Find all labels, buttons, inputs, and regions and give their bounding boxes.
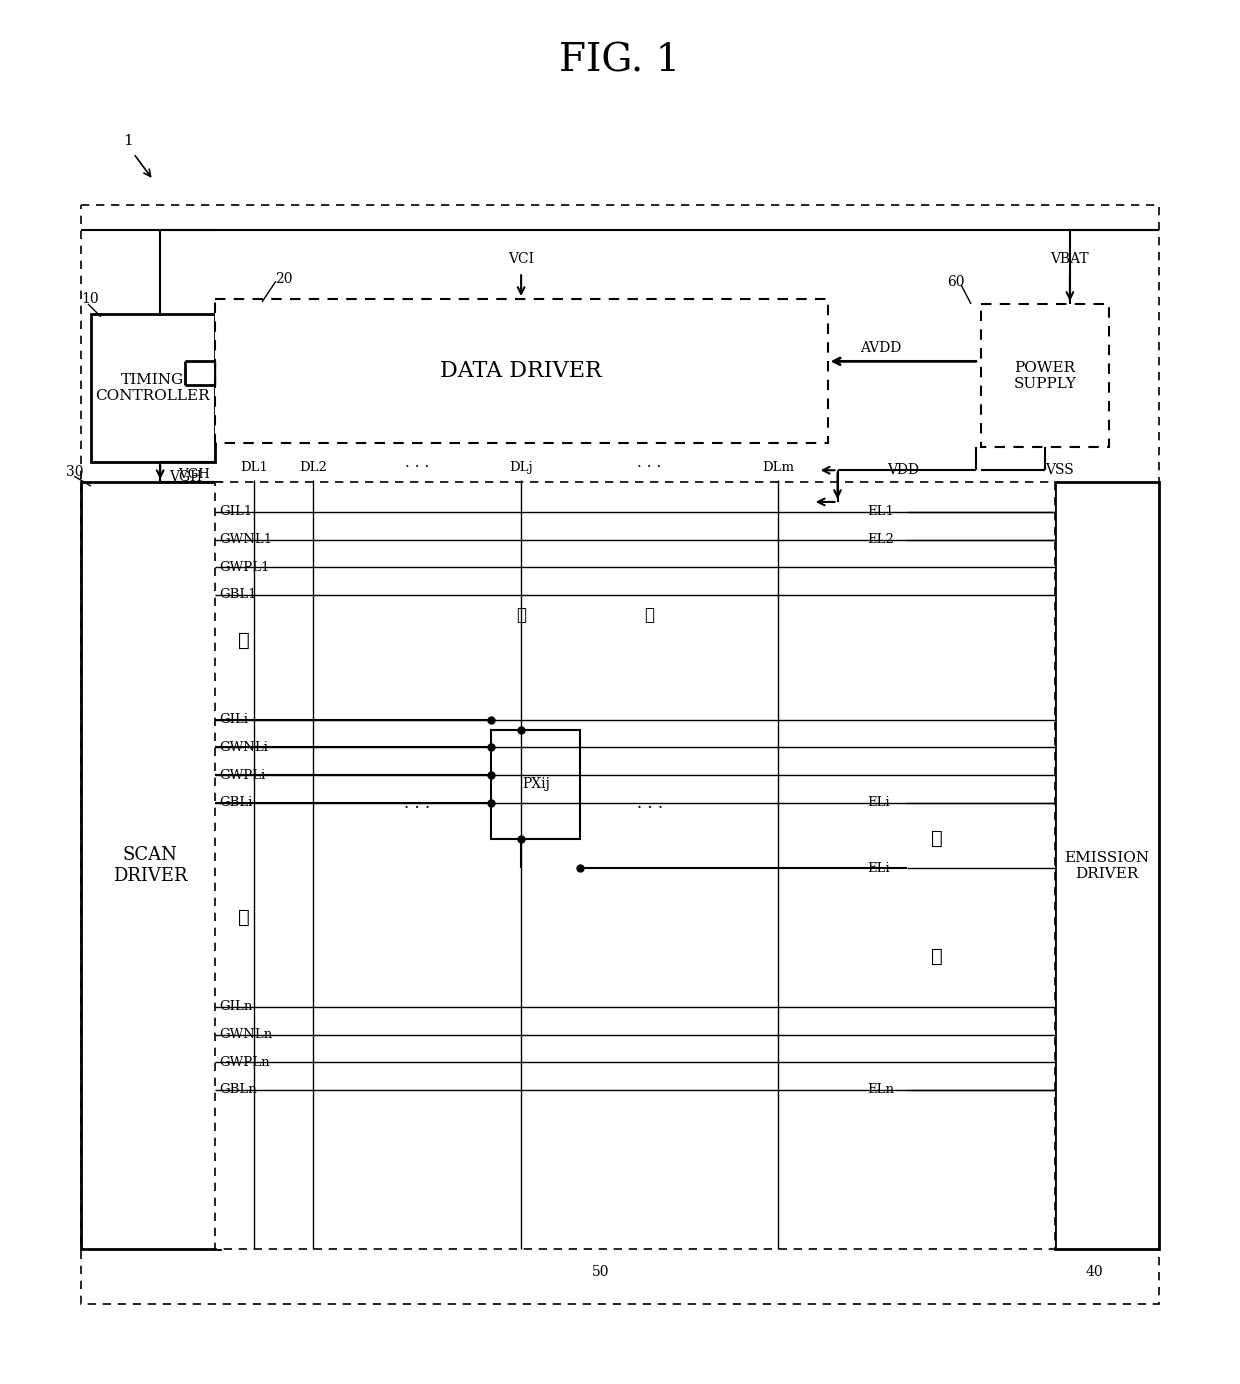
Text: GWNLi: GWNLi: [219, 740, 268, 754]
Text: GWNLn: GWNLn: [219, 1028, 273, 1041]
Text: · · ·: · · ·: [637, 461, 662, 475]
Text: · · ·: · · ·: [405, 461, 429, 475]
Bar: [81, 205, 1159, 1304]
Text: ⋮: ⋮: [238, 909, 250, 927]
Text: POWER
SUPPLY: POWER SUPPLY: [1014, 361, 1076, 390]
Bar: [215, 299, 827, 443]
Text: VSS: VSS: [1045, 464, 1074, 477]
Bar: [1055, 482, 1159, 1250]
Text: ⋮: ⋮: [238, 631, 250, 649]
Bar: [81, 482, 219, 1250]
Text: 40: 40: [1086, 1265, 1104, 1279]
Text: ELi: ELi: [867, 796, 890, 810]
Text: 60: 60: [947, 275, 965, 289]
Text: GBL1: GBL1: [219, 588, 257, 602]
Text: VGH: VGH: [170, 471, 202, 484]
Bar: [981, 304, 1110, 447]
Text: FIG. 1: FIG. 1: [559, 43, 681, 80]
Text: · · ·: · · ·: [404, 800, 430, 818]
Bar: [91, 314, 215, 462]
Bar: [215, 482, 1055, 1250]
Text: DL1: DL1: [241, 461, 268, 473]
Text: 20: 20: [275, 273, 293, 286]
Text: TIMING
CONTROLLER: TIMING CONTROLLER: [95, 372, 210, 403]
Text: VCI: VCI: [508, 252, 534, 266]
Text: DL2: DL2: [300, 461, 327, 473]
Text: VBAT: VBAT: [1050, 252, 1089, 266]
Text: 50: 50: [591, 1265, 609, 1279]
Text: GWPLi: GWPLi: [219, 768, 265, 782]
Text: EL1: EL1: [867, 505, 894, 519]
Text: · · ·: · · ·: [636, 800, 663, 818]
Text: VGH: VGH: [177, 468, 210, 480]
Text: DLm: DLm: [763, 461, 794, 473]
Text: EMISSION
DRIVER: EMISSION DRIVER: [1064, 851, 1149, 880]
Text: ⋮: ⋮: [645, 608, 655, 624]
Text: DLj: DLj: [510, 461, 533, 473]
Text: GILn: GILn: [219, 1001, 253, 1013]
Text: ⋮: ⋮: [930, 948, 942, 966]
Text: GWNL1: GWNL1: [219, 533, 273, 547]
Text: GBLn: GBLn: [219, 1084, 257, 1096]
Text: PXij: PXij: [522, 776, 549, 792]
Text: VDD: VDD: [887, 464, 919, 477]
Text: ⋮: ⋮: [516, 608, 526, 624]
Bar: [491, 729, 580, 839]
Text: 30: 30: [66, 465, 84, 479]
Text: ELi: ELi: [867, 862, 890, 875]
Text: AVDD: AVDD: [861, 342, 901, 356]
Text: GBLi: GBLi: [219, 796, 253, 810]
Text: EL2: EL2: [867, 533, 894, 547]
Text: 1: 1: [124, 134, 134, 148]
Text: 10: 10: [81, 292, 99, 306]
Text: DATA DRIVER: DATA DRIVER: [440, 360, 601, 382]
Text: ELn: ELn: [867, 1084, 894, 1096]
Text: GILi: GILi: [219, 713, 248, 727]
Text: SCAN
DRIVER: SCAN DRIVER: [113, 847, 187, 886]
Text: GIL1: GIL1: [219, 505, 253, 519]
Text: GWPLn: GWPLn: [219, 1056, 270, 1068]
Text: GWPL1: GWPL1: [219, 561, 270, 574]
Text: ⋮: ⋮: [930, 829, 942, 847]
